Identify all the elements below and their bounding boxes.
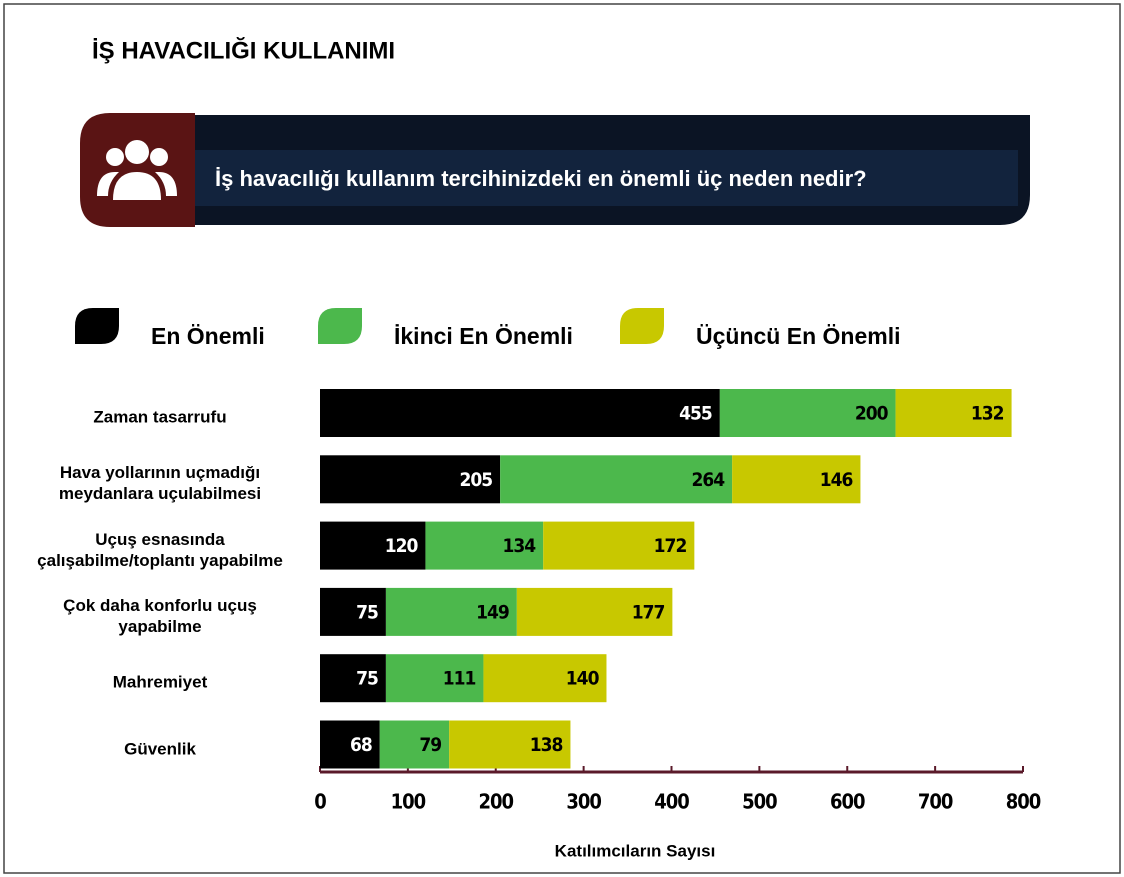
- bar-segment: [320, 587, 386, 636]
- legend-marker: [318, 308, 362, 344]
- bar-segment: [320, 455, 501, 504]
- x-axis-label: Katılımcıların Sayısı: [555, 841, 716, 860]
- data-label: 149: [476, 601, 509, 623]
- data-label: 68: [350, 734, 372, 756]
- bar-segment: [449, 720, 571, 769]
- y-tick-label: Hava yollarının uçmadığı meydanlara uçul…: [58, 463, 262, 504]
- legend-marker: [75, 308, 119, 344]
- x-tick-label: 0: [314, 790, 326, 814]
- data-label: 75: [356, 668, 378, 690]
- people-icon: [97, 140, 177, 200]
- bar-segment: [385, 587, 517, 636]
- banner-inner: [195, 150, 1018, 206]
- icon-box: [80, 113, 195, 227]
- bar-segment: [895, 389, 1012, 437]
- y-tick-label: Zaman tasarrufu: [93, 407, 227, 427]
- bar-segment: [543, 521, 695, 570]
- x-tick-label: 200: [478, 790, 513, 814]
- data-label: 172: [654, 535, 687, 557]
- bar-segment: [425, 521, 544, 570]
- legend-label: En Önemli: [151, 323, 265, 349]
- data-label: 79: [419, 734, 441, 756]
- bar-segment: [320, 720, 380, 769]
- legend-marker: [620, 308, 664, 344]
- data-label: 75: [356, 601, 378, 623]
- chart-title: İŞ HAVACILIĞI KULLANIMI: [92, 36, 395, 64]
- bar-segment: [320, 389, 720, 437]
- bar-segment: [732, 455, 861, 504]
- bar-segment: [516, 587, 673, 636]
- data-label: 140: [566, 668, 600, 690]
- data-label: 146: [820, 469, 853, 491]
- bar-segment: [385, 654, 484, 703]
- x-tick-label: 100: [391, 790, 426, 814]
- legend-label: Üçüncü En Önemli: [696, 323, 900, 349]
- data-label: 205: [459, 469, 492, 491]
- data-label: 111: [443, 668, 476, 690]
- legend-label: İkinci En Önemli: [394, 323, 573, 349]
- y-tick-label: Mahremiyet: [112, 672, 208, 692]
- bar-segment: [320, 521, 426, 570]
- question: İş havacılığı kullanım tercihinizdeki en…: [215, 166, 867, 191]
- data-label: 132: [971, 403, 1004, 425]
- data-label: 264: [691, 469, 725, 491]
- x-tick-label: 600: [830, 790, 865, 814]
- bar-segment: [320, 654, 386, 703]
- x-tick-label: 300: [566, 790, 601, 814]
- y-tick-label: Uçuş esnasında çalışabilme/toplantı yapa…: [37, 529, 283, 570]
- x-tick-label: 400: [654, 790, 689, 814]
- x-tick-label: 500: [742, 790, 777, 814]
- x-tick-label: 800: [1006, 790, 1041, 814]
- bar-segment: [500, 455, 733, 504]
- data-label: 455: [679, 403, 712, 425]
- data-label: 177: [632, 601, 665, 623]
- data-label: 200: [855, 403, 889, 425]
- bar-segment: [483, 654, 607, 703]
- x-tick-label: 700: [918, 790, 953, 814]
- bar-segment: [719, 389, 896, 437]
- y-tick-label: Güvenlik: [124, 739, 196, 758]
- y-tick-label: Çok daha konforlu uçuş yapabilme: [63, 595, 257, 636]
- data-label: 134: [503, 535, 537, 557]
- bar-segment: [379, 720, 450, 769]
- data-label: 120: [385, 535, 419, 557]
- data-label: 138: [530, 734, 563, 756]
